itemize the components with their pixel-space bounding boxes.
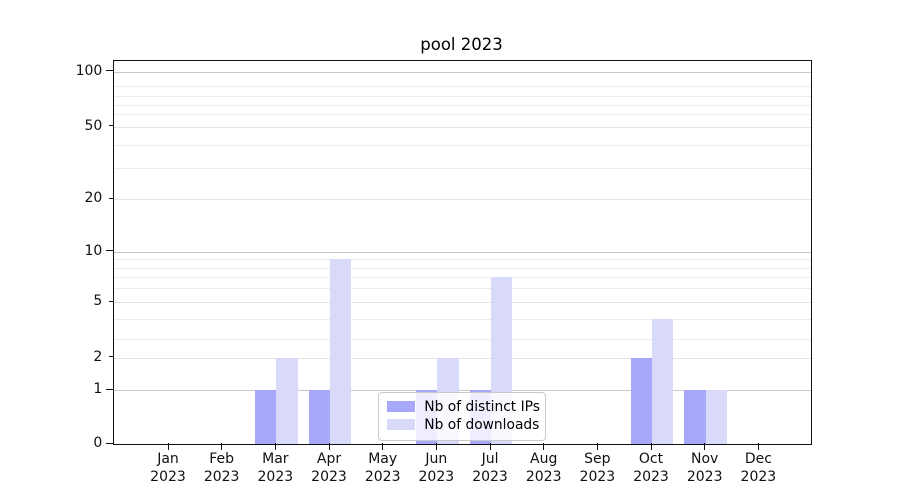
gridline-1 xyxy=(114,390,812,392)
gridline-3 xyxy=(114,339,812,341)
gridline-70 xyxy=(114,105,812,106)
gridline-6 xyxy=(114,287,812,289)
gridline-60 xyxy=(114,114,812,116)
x-tick-mark-jun xyxy=(435,443,438,450)
y-tick-mark-0 xyxy=(106,442,114,445)
gridline-40 xyxy=(114,144,812,146)
gridline-8 xyxy=(114,267,812,269)
x-tick-mark-apr xyxy=(328,443,330,450)
y-tick-mark-50 xyxy=(108,125,114,127)
y-tick-mark-5 xyxy=(108,300,114,302)
x-tick-label-jun: Jun 2023 xyxy=(418,451,455,485)
x-tick-mark-jul xyxy=(489,443,491,450)
y-tick-label-2: 2 xyxy=(93,348,103,365)
legend-label-distinct-ips: Nb of distinct IPs xyxy=(424,398,540,415)
x-tick-label-dec: Dec 2023 xyxy=(740,451,777,485)
y-tick-label-0: 0 xyxy=(93,435,103,452)
bar-nb-of-distinct-ips-nov-2023 xyxy=(684,390,706,445)
gridline-7 xyxy=(114,277,812,278)
y-tick-label-50: 50 xyxy=(84,117,103,134)
x-tick-mark-jan xyxy=(167,443,169,450)
legend-label-downloads: Nb of downloads xyxy=(424,416,540,433)
legend-item-downloads: Nb of downloads xyxy=(387,416,540,434)
bar-nb-of-distinct-ips-apr-2023 xyxy=(308,390,330,445)
legend-item-distinct-ips: Nb of distinct IPs xyxy=(387,398,540,416)
y-tick-label-10: 10 xyxy=(84,242,103,259)
y-tick-label-5: 5 xyxy=(93,293,103,309)
legend: Nb of distinct IPs Nb of downloads xyxy=(378,391,547,441)
x-tick-mark-aug xyxy=(543,443,545,450)
gridline-90 xyxy=(114,86,812,87)
x-tick-mark-feb xyxy=(221,443,223,450)
bar-nb-of-distinct-ips-mar-2023 xyxy=(254,390,277,445)
x-tick-label-jul: Jul 2023 xyxy=(472,451,508,485)
y-tick-label-20: 20 xyxy=(84,190,103,207)
gridline-50 xyxy=(114,126,812,128)
legend-swatch-distinct-ips-icon xyxy=(387,401,416,412)
y-tick-label-1: 1 xyxy=(93,381,103,398)
y-tick-mark-2 xyxy=(108,356,114,358)
x-tick-label-oct: Oct 2023 xyxy=(633,451,669,485)
x-tick-label-feb: Feb 2023 xyxy=(203,451,240,485)
x-tick-mark-dec xyxy=(757,443,760,450)
bar-nb-of-downloads-apr-2023 xyxy=(330,259,352,445)
bar-nb-of-downloads-nov-2023 xyxy=(705,390,728,445)
x-tick-label-mar: Mar 2023 xyxy=(257,451,294,485)
x-tick-mark-oct xyxy=(650,443,652,450)
gridline-80 xyxy=(114,95,812,97)
x-tick-mark-nov xyxy=(704,443,706,450)
legend-swatch-downloads-icon xyxy=(387,419,416,430)
x-tick-label-jan: Jan 2023 xyxy=(150,451,186,485)
y-tick-mark-20 xyxy=(108,197,114,200)
y-tick-label-100: 100 xyxy=(75,62,103,79)
bar-nb-of-downloads-oct-2023 xyxy=(652,319,674,445)
gridline-30 xyxy=(114,167,812,169)
x-tick-mark-mar xyxy=(274,443,277,450)
y-tick-mark-10 xyxy=(106,250,114,252)
gridline-10 xyxy=(114,251,812,253)
gridline-2 xyxy=(114,357,812,359)
x-tick-label-aug: Aug 2023 xyxy=(525,451,562,485)
bar-nb-of-distinct-ips-oct-2023 xyxy=(630,357,653,445)
x-tick-label-may: May 2023 xyxy=(364,451,401,485)
chart-title: pool 2023 xyxy=(420,35,503,54)
gridline-100 xyxy=(114,71,812,73)
y-tick-mark-1 xyxy=(106,388,114,391)
x-tick-mark-may xyxy=(382,443,384,450)
x-tick-mark-sep xyxy=(596,443,599,450)
x-tick-label-nov: Nov 2023 xyxy=(686,451,723,485)
gridline-4 xyxy=(114,319,812,321)
gridline-20 xyxy=(114,199,812,201)
plot-area: Nb of distinct IPs Nb of downloads xyxy=(113,59,813,446)
gridline-9 xyxy=(114,259,812,261)
y-tick-mark-100 xyxy=(106,70,114,72)
x-tick-label-sep: Sep 2023 xyxy=(579,451,616,485)
x-tick-label-apr: Apr 2023 xyxy=(311,451,347,485)
gridline-5 xyxy=(114,302,812,303)
bar-nb-of-downloads-mar-2023 xyxy=(276,357,298,445)
